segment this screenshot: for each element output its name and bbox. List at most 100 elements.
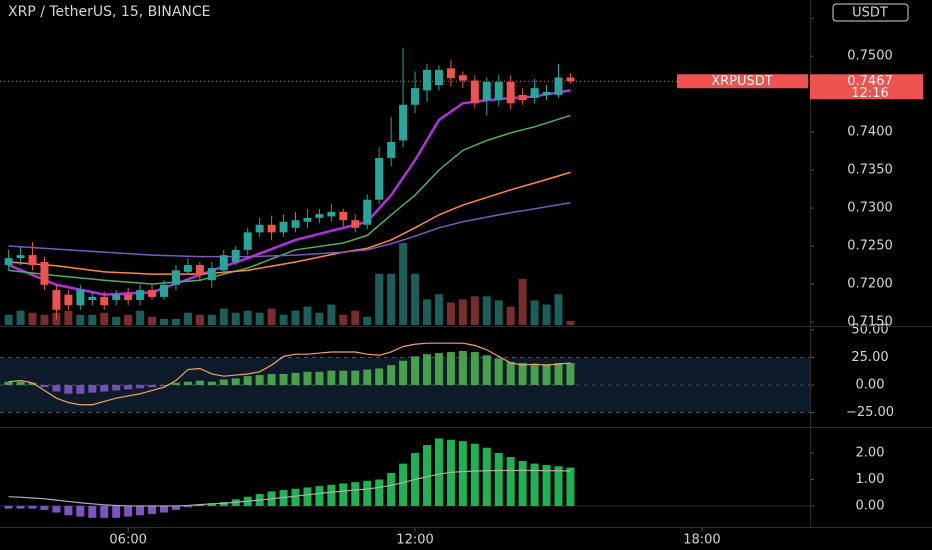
histogram-bar xyxy=(219,379,228,385)
histogram-bar xyxy=(171,382,180,385)
histogram-bar xyxy=(434,438,443,506)
histogram-bar xyxy=(28,505,37,509)
moving-average-line xyxy=(8,114,571,285)
y-tick-label: 0.00 xyxy=(856,377,885,392)
histogram-bar xyxy=(100,384,109,392)
candle-body xyxy=(542,91,551,95)
candle-body xyxy=(482,82,491,101)
y-tick-label: 25.00 xyxy=(851,350,888,365)
candle-body xyxy=(530,88,539,98)
y-tick-label: 0.00 xyxy=(856,498,885,513)
histogram-bar xyxy=(124,505,133,517)
histogram-bar xyxy=(160,505,169,513)
symbol-label-box xyxy=(677,74,808,89)
candle-body xyxy=(4,258,13,266)
histogram-bar xyxy=(363,369,372,385)
histogram-bar xyxy=(279,373,288,385)
y-tick-label: 0.7400 xyxy=(847,125,893,140)
currency-box[interactable] xyxy=(832,3,909,22)
histogram-bar xyxy=(255,375,264,385)
volume-bar xyxy=(291,310,300,325)
histogram-bar xyxy=(52,505,61,513)
candle-body xyxy=(279,221,288,233)
histogram-bar xyxy=(470,443,479,506)
volume-bar xyxy=(458,299,467,325)
histogram-bar xyxy=(52,384,61,392)
symbol-label: XRPUSDT xyxy=(711,74,773,89)
indicator-line xyxy=(8,342,571,406)
volume-bar xyxy=(554,294,563,325)
histogram-bar xyxy=(351,482,360,506)
candle-body xyxy=(52,290,61,310)
candle-body xyxy=(399,104,408,141)
candle-body xyxy=(195,265,204,275)
histogram-bar xyxy=(506,456,515,506)
candle-body xyxy=(148,290,157,297)
volume-bar xyxy=(339,314,348,325)
candle-body xyxy=(422,69,431,91)
histogram-bar xyxy=(148,505,157,514)
histogram-bar xyxy=(207,381,216,385)
volume-bar xyxy=(422,299,431,325)
candle-body xyxy=(470,80,479,104)
histogram-bar xyxy=(339,370,348,385)
candle-body xyxy=(64,294,73,306)
candle-body xyxy=(231,249,240,262)
candle-body xyxy=(28,255,37,266)
histogram-bar xyxy=(399,360,408,385)
candle-body xyxy=(100,296,109,306)
histogram-bar xyxy=(506,361,515,385)
volume-bar xyxy=(124,314,133,325)
volume-bar xyxy=(88,314,97,325)
histogram-bar xyxy=(315,371,324,385)
histogram-bar xyxy=(387,472,396,506)
histogram-bar xyxy=(267,373,276,385)
histogram-bar xyxy=(482,447,491,506)
volume-bar xyxy=(470,296,479,325)
volume-bar xyxy=(64,310,73,325)
candle-body xyxy=(411,88,420,105)
histogram-bar xyxy=(554,466,563,506)
volume-bar xyxy=(112,316,121,325)
volume-bar xyxy=(446,302,455,325)
histogram-bar xyxy=(446,351,455,385)
histogram-bar xyxy=(470,351,479,385)
y-tick-label: 50.00 xyxy=(851,322,888,337)
histogram-bar xyxy=(76,505,85,517)
volume-bar xyxy=(279,314,288,325)
histogram-bar xyxy=(88,505,97,518)
volume-bar xyxy=(148,316,157,325)
indicator-line xyxy=(8,469,571,507)
histogram-bar xyxy=(112,384,121,391)
y-tick-label: 1.00 xyxy=(856,472,885,487)
volume-bar xyxy=(542,304,551,325)
y-tick-label: 2.00 xyxy=(856,446,885,461)
candle-body xyxy=(303,217,312,222)
histogram-bar xyxy=(16,505,25,509)
x-tick-label: 18:00 xyxy=(683,533,720,548)
candle-body xyxy=(327,211,336,217)
histogram-bar xyxy=(458,350,467,385)
candle-body xyxy=(255,224,264,233)
volume-bar xyxy=(375,273,384,325)
histogram-bar xyxy=(375,368,384,385)
histogram-bar xyxy=(363,480,372,506)
histogram-bar xyxy=(183,381,192,385)
y-tick-label: 0.7350 xyxy=(847,163,893,178)
histogram-bar xyxy=(100,505,109,518)
candle-body xyxy=(76,290,85,306)
volume-bar xyxy=(411,273,420,325)
x-tick-label: 12:00 xyxy=(396,533,433,548)
volume-bar xyxy=(434,294,443,325)
last-price-label: 0.7467 xyxy=(847,74,893,89)
candle-body xyxy=(387,141,396,158)
volume-bar xyxy=(303,306,312,325)
candle-body xyxy=(267,224,276,233)
currency-label[interactable]: USDT xyxy=(852,6,888,21)
volume-bar xyxy=(16,310,25,325)
volume-bar xyxy=(518,278,527,325)
y-tick-label: 0.7150 xyxy=(847,314,893,329)
candle-body xyxy=(554,77,563,95)
candle-body xyxy=(160,284,169,297)
histogram-bar xyxy=(28,382,37,385)
